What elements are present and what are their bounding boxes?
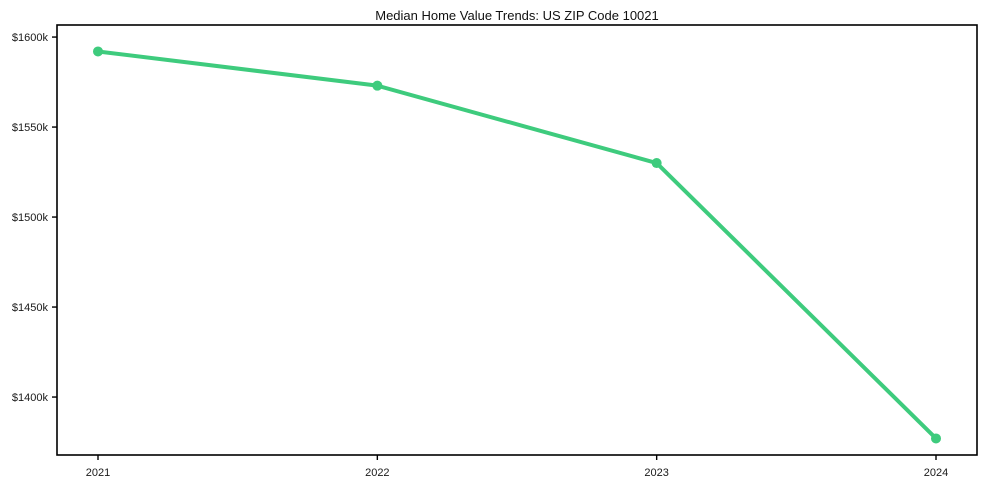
y-tick-label: $1450k — [12, 302, 49, 314]
trend-line — [96, 49, 938, 441]
chart-title: Median Home Value Trends: US ZIP Code 10… — [375, 8, 659, 23]
y-tick-label: $1550k — [12, 122, 49, 134]
y-tick-label: $1600k — [12, 32, 49, 44]
data-point-marker — [651, 158, 662, 169]
x-tick-label: 2024 — [924, 467, 948, 479]
data-point-marker — [93, 46, 103, 57]
plot-border — [56, 24, 978, 456]
y-tick-label: $1500k — [12, 212, 49, 224]
y-tick-label: $1400k — [12, 392, 49, 404]
x-tick-label: 2021 — [86, 467, 110, 479]
x-tick-label: 2022 — [365, 467, 389, 479]
x-tick-label: 2023 — [644, 467, 668, 479]
data-point-marker — [931, 433, 941, 444]
data-point-marker — [372, 80, 383, 91]
